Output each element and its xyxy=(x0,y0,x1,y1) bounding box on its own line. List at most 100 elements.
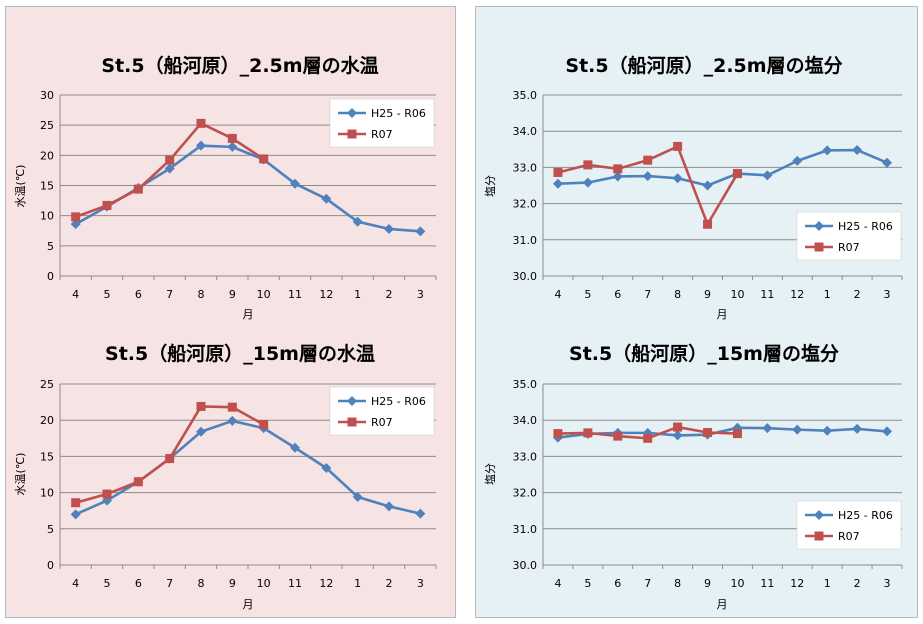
legend-marker-h25-r06 xyxy=(347,396,357,406)
x-tick-label: 9 xyxy=(704,577,711,590)
x-tick-label: 10 xyxy=(730,577,744,590)
y-tick-label: 32.0 xyxy=(513,487,538,500)
data-point-r07 xyxy=(583,428,593,438)
data-point-h25-r06 xyxy=(196,140,206,151)
data-point-r07 xyxy=(165,155,175,165)
data-point-h25-r06 xyxy=(321,462,332,473)
data-point-h25-r06 xyxy=(642,171,653,182)
y-tick-label: 30 xyxy=(40,89,54,102)
data-point-h25-r06 xyxy=(822,145,833,156)
legend-label-r07: R07 xyxy=(371,416,393,429)
data-point-r07 xyxy=(196,118,206,128)
x-tick-label: 3 xyxy=(417,577,424,590)
y-tick-label: 5 xyxy=(47,240,54,253)
x-tick-label: 12 xyxy=(319,288,333,301)
y-tick-label: 31.0 xyxy=(513,234,538,247)
chart-salinity-15m: St.5（船河原）_15m層の塩分 塩分 月 30.0 31.0 32.0 33.0 3… xyxy=(483,342,903,611)
legend-label-h25-r06: H25 - R06 xyxy=(371,395,426,408)
data-point-r07 xyxy=(703,428,713,438)
x-axis-label: 月 xyxy=(243,308,254,321)
x-tick-label: 11 xyxy=(760,577,774,590)
data-point-r07 xyxy=(71,498,81,508)
series-line-h25-r06 xyxy=(75,144,421,233)
x-tick-label: 5 xyxy=(584,288,591,301)
x-tick-label: 7 xyxy=(644,577,651,590)
x-tick-label: 10 xyxy=(730,288,744,301)
x-tick-label: 3 xyxy=(417,288,424,301)
legend-marker-h25-r06 xyxy=(814,510,824,520)
y-tick-label: 25 xyxy=(40,378,54,391)
data-point-h25-r06 xyxy=(70,219,81,230)
data-point-h25-r06 xyxy=(762,170,773,181)
chart-title: St.5（船河原）_15m層の水温 xyxy=(105,342,375,365)
x-tick-label: 2 xyxy=(386,577,393,590)
data-point-h25-r06 xyxy=(164,163,175,174)
data-point-h25-r06 xyxy=(290,178,300,189)
legend-label-h25-r06: H25 - R06 xyxy=(371,107,426,120)
data-point-h25-r06 xyxy=(227,141,238,152)
y-tick-label: 25 xyxy=(40,119,54,132)
y-tick-label: 10 xyxy=(40,487,54,500)
data-point-r07 xyxy=(643,155,653,165)
data-point-r07 xyxy=(133,184,143,194)
legend-marker-r07 xyxy=(347,129,357,139)
data-point-h25-r06 xyxy=(852,145,863,156)
series-line-h25-r06 xyxy=(557,426,888,439)
y-tick-label: 35.0 xyxy=(513,378,538,391)
y-tick-label: 30.0 xyxy=(513,559,538,572)
data-point-h25-r06 xyxy=(672,173,683,184)
x-tick-label: 7 xyxy=(166,288,173,301)
y-axis-label: 水温(℃) xyxy=(14,453,27,496)
data-point-r07 xyxy=(703,219,713,229)
x-tick-label: 7 xyxy=(166,577,173,590)
data-point-h25-r06 xyxy=(792,424,803,435)
chart-title: St.5（船河原）_2.5m層の塩分 xyxy=(565,54,842,77)
legend-marker-r07 xyxy=(814,531,824,541)
x-tick-label: 1 xyxy=(824,577,831,590)
data-point-h25-r06 xyxy=(415,508,426,519)
data-point-h25-r06 xyxy=(321,193,332,204)
data-point-h25-r06 xyxy=(290,442,300,453)
legend: H25 - R06 R07 xyxy=(796,500,902,550)
legend-label-r07: R07 xyxy=(371,128,393,141)
legend: H25 - R06 R07 xyxy=(796,211,902,261)
x-axis-label: 月 xyxy=(243,598,254,611)
data-point-r07 xyxy=(259,154,269,164)
data-point-h25-r06 xyxy=(227,415,238,426)
x-tick-label: 11 xyxy=(288,577,302,590)
legend-label-h25-r06: H25 - R06 xyxy=(838,220,893,233)
data-point-r07 xyxy=(165,454,175,464)
x-tick-label: 6 xyxy=(614,577,621,590)
x-tick-label: 2 xyxy=(386,288,393,301)
x-tick-label: 4 xyxy=(554,288,561,301)
x-tick-label: 8 xyxy=(674,577,681,590)
legend-label-h25-r06: H25 - R06 xyxy=(838,509,893,522)
chart-title: St.5（船河原）_15m層の塩分 xyxy=(569,342,839,365)
x-tick-label: 9 xyxy=(229,288,236,301)
x-tick-label: 8 xyxy=(198,288,205,301)
x-tick-label: 3 xyxy=(884,577,891,590)
x-tick-label: 8 xyxy=(198,577,205,590)
data-point-r07 xyxy=(613,164,623,174)
y-tick-label: 30.0 xyxy=(513,270,538,283)
data-point-h25-r06 xyxy=(582,177,593,188)
data-point-h25-r06 xyxy=(852,423,863,434)
x-tick-label: 5 xyxy=(104,577,111,590)
data-point-r07 xyxy=(643,433,653,443)
x-tick-label: 4 xyxy=(554,577,561,590)
y-tick-label: 32.0 xyxy=(513,198,538,211)
y-axis-label: 塩分 xyxy=(483,463,497,485)
data-point-r07 xyxy=(732,169,742,179)
data-point-r07 xyxy=(673,141,683,151)
data-point-r07 xyxy=(613,431,623,441)
legend-marker-r07 xyxy=(347,417,357,427)
data-point-r07 xyxy=(102,489,112,499)
data-point-r07 xyxy=(583,160,593,170)
data-point-r07 xyxy=(133,477,143,487)
x-tick-label: 11 xyxy=(288,288,302,301)
data-point-r07 xyxy=(732,429,742,439)
x-tick-label: 6 xyxy=(135,288,142,301)
x-tick-label: 5 xyxy=(584,577,591,590)
y-tick-label: 34.0 xyxy=(513,414,538,427)
